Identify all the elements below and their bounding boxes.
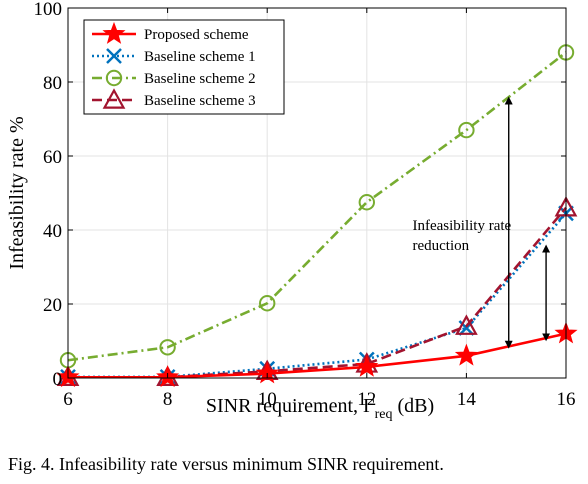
legend-label: Baseline scheme 3 — [144, 93, 256, 109]
legend-marker — [102, 88, 126, 109]
data-point — [454, 343, 478, 366]
y-tick-label: 80 — [43, 73, 62, 94]
data-point — [259, 295, 276, 312]
y-tick-label: 100 — [34, 0, 63, 20]
x-tick-label: 16 — [557, 389, 576, 410]
x-tick-label: 6 — [63, 389, 73, 410]
series-line — [67, 51, 567, 362]
data-point — [355, 354, 379, 377]
figure-caption: Fig. 4. Infeasibility rate versus minimu… — [8, 454, 444, 474]
legend-entry-2: Baseline scheme 1 — [92, 48, 256, 65]
legend-marker — [102, 21, 126, 44]
annotation-line-1: Infeasibility rate — [412, 218, 511, 234]
legend: Proposed scheme Baseline scheme 1 Baseline… — [83, 19, 285, 115]
legend-label: Baseline scheme 2 — [144, 71, 256, 87]
data-point — [455, 314, 478, 335]
y-tick-label: 20 — [43, 295, 62, 316]
annotation-arrows — [504, 96, 551, 349]
data-point — [358, 194, 375, 211]
series-line — [68, 332, 567, 379]
x-tick-label: 12 — [357, 389, 376, 410]
x-axis-label: SINR requirement, Γreq (dB) — [206, 395, 434, 422]
marker-x-stroke — [106, 48, 122, 64]
legend-marker — [105, 69, 123, 87]
legend-marker — [106, 48, 122, 64]
x-tick-label: 14 — [457, 389, 477, 410]
x-axis-label-unit: (dB) — [392, 395, 434, 417]
y-tick-label: 0 — [53, 369, 63, 390]
axis-ticks: 6 8 10 12 14 16 0 20 40 60 80 100 — [34, 0, 576, 410]
y-axis-label: Infeasibility rate % — [6, 116, 28, 269]
annotation: Infeasibility rate reduction — [412, 218, 511, 254]
series-1 — [56, 321, 578, 388]
y-tick-label: 40 — [43, 221, 62, 242]
data-point — [458, 121, 475, 139]
x-tick-label: 10 — [258, 389, 277, 410]
legend-label: Proposed scheme — [144, 27, 249, 43]
data-point — [159, 339, 176, 356]
legend-entry-4: Baseline scheme 3 — [92, 88, 256, 109]
annotation-line-2: reduction — [412, 238, 469, 254]
y-tick-label: 60 — [43, 147, 62, 168]
legend-entry-3: Baseline scheme 2 — [92, 69, 256, 87]
legend-label: Baseline scheme 1 — [144, 49, 256, 65]
x-axis-label-main: SINR requirement, Γ — [206, 395, 375, 417]
series-line — [68, 212, 567, 379]
plot-frame — [67, 7, 567, 379]
x-axis-label-sub: req — [375, 407, 393, 422]
x-tick-label: 8 — [163, 389, 173, 410]
legend-entry-1: Proposed scheme — [92, 21, 249, 44]
